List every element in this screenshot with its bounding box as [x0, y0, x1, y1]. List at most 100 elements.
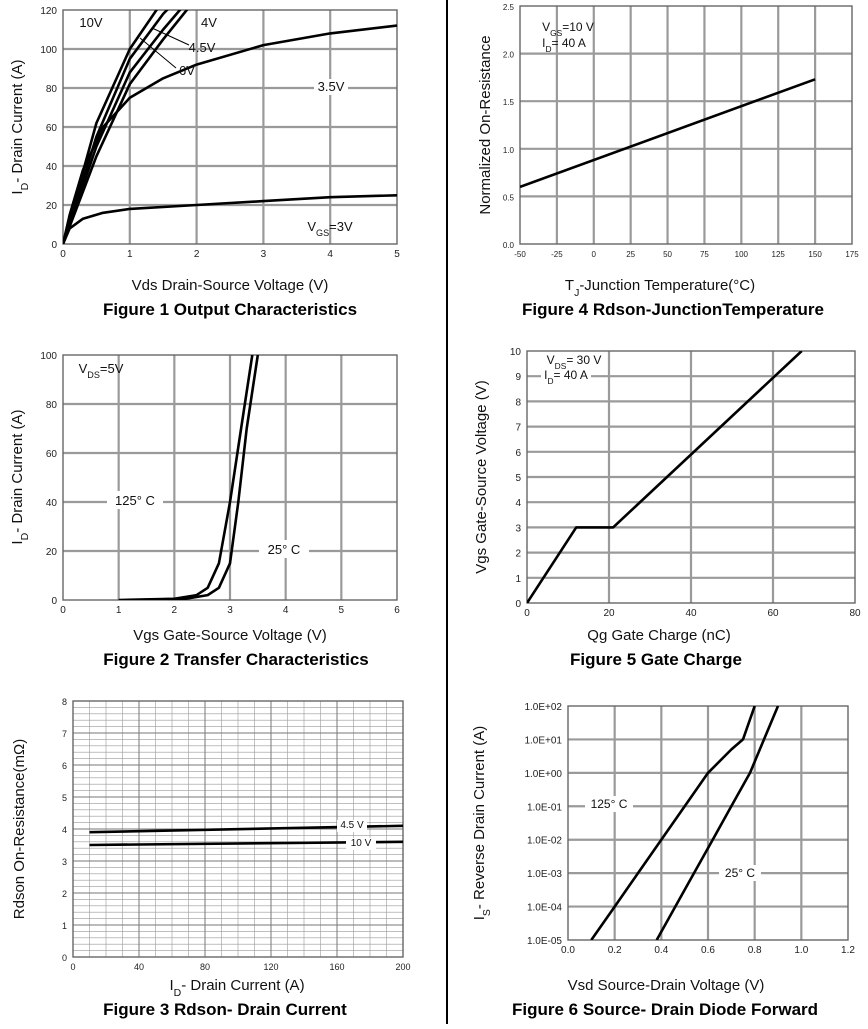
- leader-line: [139, 37, 177, 69]
- plot-frame: [526, 350, 856, 604]
- y-tick-label: 1.0E+00: [524, 769, 562, 780]
- y-tick-label: 8: [62, 697, 67, 707]
- y-axis-label: Vgs Gate-Source Voltage (V): [473, 380, 490, 573]
- series-line-1: [118, 355, 254, 600]
- series-label-125c: 125° C: [591, 797, 628, 811]
- y-tick-label: 3: [515, 523, 521, 534]
- x-tick-label: 125: [772, 250, 786, 259]
- x-tick-label: 80: [849, 608, 861, 619]
- y-tick-label: 3: [62, 857, 67, 867]
- y-tick-label: 100: [40, 45, 57, 56]
- y-tick-label: 0.5: [503, 193, 515, 202]
- x-axis-label: Vsd Source-Drain Voltage (V): [568, 977, 765, 994]
- x-tick-label: 0: [70, 962, 75, 972]
- x-tick-label: 80: [200, 962, 210, 972]
- x-tick-label: 75: [700, 250, 709, 259]
- x-tick-label: 25: [626, 250, 635, 259]
- column-divider: [446, 0, 448, 1024]
- x-tick-label: 100: [735, 250, 749, 259]
- y-tick-label: 6: [515, 448, 521, 459]
- y-tick-label: 2.5: [503, 3, 515, 12]
- y-tick-label: 1.0E-02: [527, 836, 562, 847]
- y-axis-label: IS- Reverse Drain Current (A): [471, 726, 493, 921]
- series-label-25c: 25° C: [725, 866, 755, 880]
- series-line-1: [590, 706, 756, 940]
- x-tick-label: 0.0: [561, 945, 575, 956]
- y-tick-label: 0: [62, 953, 67, 963]
- chart-5: 0 20 40 60 80 0 1 2 3 4 5 6 7 8 9 10 Qg Gate Charge (nC)…: [473, 347, 861, 669]
- y-tick-label: 6: [62, 761, 67, 771]
- label-background: [346, 838, 376, 850]
- plot-frame: [62, 354, 398, 601]
- x-tick-label: 1.0: [794, 945, 808, 956]
- y-tick-label: 9: [515, 372, 521, 383]
- series-label-10v: 10V: [79, 15, 102, 30]
- y-tick-label: 0: [51, 596, 57, 607]
- y-tick-label: 0: [51, 240, 57, 251]
- y-tick-label: 1.5: [503, 98, 515, 107]
- y-axis-label: Normalized On-Resistance: [477, 35, 494, 214]
- series-line-1: [520, 78, 816, 189]
- y-tick-label: 1.0E+01: [524, 735, 562, 746]
- series-label-10v: 10 V: [351, 838, 372, 849]
- label-background: [541, 369, 591, 383]
- annotation-id: ID= 40 A: [542, 36, 586, 54]
- y-tick-label: 0.0: [503, 241, 515, 250]
- label-background: [314, 79, 348, 95]
- series-line-3: [63, 10, 182, 244]
- plot-frame: [567, 705, 849, 941]
- x-axis-label: ID- Drain Current (A): [169, 977, 304, 999]
- figure-title: Figure 1 Output Characteristics: [103, 300, 357, 319]
- label-background: [542, 354, 606, 368]
- x-tick-label: 200: [395, 962, 410, 972]
- x-tick-label: 4: [327, 249, 333, 260]
- x-tick-label: 175: [845, 250, 859, 259]
- y-tick-label: 100: [40, 351, 57, 362]
- x-tick-label: -25: [551, 250, 563, 259]
- y-tick-label: 4: [515, 498, 521, 509]
- figure-title: Figure 5 Gate Charge: [570, 650, 742, 669]
- x-tick-label: 0: [524, 608, 530, 619]
- x-tick-label: 0.4: [654, 945, 668, 956]
- label-background: [259, 540, 309, 558]
- plot-frame: [519, 5, 853, 245]
- y-tick-label: 4: [62, 825, 67, 835]
- annotation-id: ID= 40 A: [544, 368, 588, 386]
- y-tick-label: 1: [62, 921, 67, 931]
- x-tick-label: 40: [134, 962, 144, 972]
- x-tick-label: 5: [339, 605, 345, 616]
- y-tick-label: 10: [510, 347, 522, 358]
- y-axis-label: ID- Drain Current (A): [9, 59, 31, 194]
- x-tick-label: 0: [592, 250, 597, 259]
- x-axis-label: Vgs Gate-Source Voltage (V): [133, 627, 326, 644]
- y-tick-label: 60: [46, 449, 58, 460]
- y-tick-label: 1.0E-05: [527, 936, 562, 947]
- y-tick-label: 0: [515, 599, 521, 610]
- series-line-5: [63, 24, 397, 244]
- figure-title: Figure 3 Rdson- Drain Current: [103, 1000, 347, 1019]
- x-tick-label: 20: [603, 608, 615, 619]
- x-tick-label: 1: [127, 249, 133, 260]
- annotation-vds: VDS= 30 V: [547, 353, 602, 371]
- y-tick-label: 5: [515, 473, 521, 484]
- plot-frame: [62, 9, 398, 245]
- y-tick-label: 1.0E+02: [524, 702, 562, 713]
- x-tick-label: 6: [394, 605, 400, 616]
- y-tick-label: 20: [46, 547, 58, 558]
- series-label-4v: 4V: [201, 15, 217, 30]
- y-tick-label: 2.0: [503, 51, 515, 60]
- series-line-2: [129, 355, 260, 600]
- chart-4: -50 -25 0 25 50 75 100 125 150 175 0.0 0.5 1.0 1.5 2.0…: [477, 3, 859, 319]
- series-label-4-5v: 4.5V: [189, 40, 216, 55]
- x-tick-label: 2: [172, 605, 178, 616]
- x-axis-label: Qg Gate Charge (nC): [587, 627, 730, 644]
- y-axis-label: Rdson On-Resistance(mΩ): [11, 739, 28, 919]
- x-tick-label: 120: [263, 962, 278, 972]
- series-label-125c: 125° C: [115, 493, 155, 508]
- x-tick-label: 2: [194, 249, 200, 260]
- y-tick-label: 2: [62, 889, 67, 899]
- series-label-3v: VGS=3V: [307, 219, 353, 238]
- y-tick-label: 7: [62, 729, 67, 739]
- y-tick-label: 80: [46, 84, 58, 95]
